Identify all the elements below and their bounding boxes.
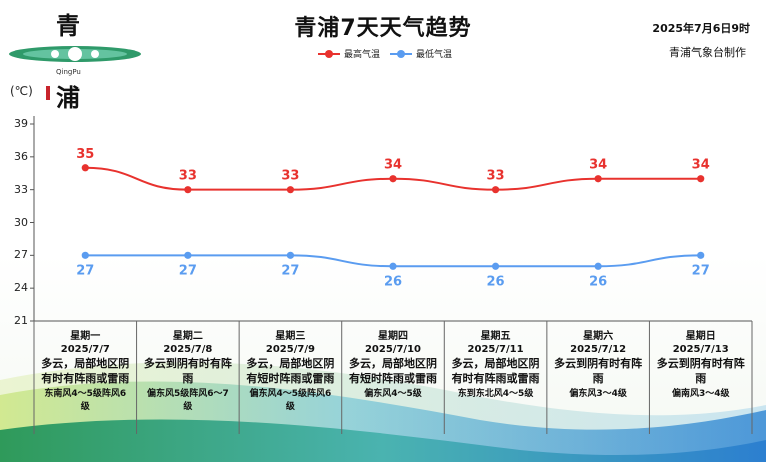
day-column: 星期二 2025/7/8 多云到阴有时有阵雨偏东风5级阵风6～7级 xyxy=(137,322,240,414)
series-point-high xyxy=(594,175,602,183)
day-weekday: 星期日 xyxy=(685,331,716,342)
day-weather: 多云，局部地区阴有时有阵雨或雷雨 xyxy=(41,357,130,385)
day-date: 2025/7/7 xyxy=(60,344,110,355)
day-column: 星期六 2025/7/12 多云到阴有时有阵雨偏东风3～4级 xyxy=(547,322,650,401)
y-tick-label: 30 xyxy=(14,215,28,229)
logo-emblem xyxy=(9,46,141,62)
legend-low: 最低气温 xyxy=(390,47,452,60)
day-column: 星期一 2025/7/7 多云，局部地区阴有时有阵雨或雷雨东南风4～5级阵风6级 xyxy=(34,322,137,414)
day-weekday: 星期二 xyxy=(172,331,203,342)
series-point-low xyxy=(594,262,602,270)
y-tick-label: 21 xyxy=(14,314,28,327)
logo-char-bottom: 浦 xyxy=(56,83,80,112)
day-weekday: 星期四 xyxy=(377,331,408,342)
series-point-low xyxy=(286,251,295,259)
legend-high-swatch xyxy=(318,49,340,58)
y-tick-label: 27 xyxy=(14,248,28,262)
logo-seal xyxy=(46,86,50,100)
day-weather: 多云到阴有时有阵雨 xyxy=(554,357,643,385)
day-column: 星期三 2025/7/9 多云，局部地区阴有短时阵雨或雷雨偏东风4～5级阵风6级 xyxy=(239,322,342,414)
day-wind: 偏东风4～5级 xyxy=(364,389,422,399)
series-point-low xyxy=(491,262,500,270)
day-weather: 多云，局部地区阴有时有阵雨或雷雨 xyxy=(451,357,540,385)
data-label-low: 27 xyxy=(76,263,94,278)
series-point-high xyxy=(81,164,89,172)
day-weekday: 星期五 xyxy=(480,331,511,342)
day-wind: 东南风4～5级阵风6级 xyxy=(44,389,127,412)
series-point-high xyxy=(697,175,705,183)
day-weather: 多云，局部地区阴有短时阵雨或雷雨 xyxy=(246,357,335,385)
day-wind: 偏东风3～4级 xyxy=(569,389,627,399)
day-weekday: 星期六 xyxy=(583,331,614,342)
day-date: 2025/7/11 xyxy=(467,344,524,355)
series-point-low xyxy=(81,251,89,259)
day-weekday: 星期一 xyxy=(70,331,101,342)
y-tick-label: 33 xyxy=(14,182,28,196)
issue-date: 2025年7月6日9时 xyxy=(652,22,750,35)
data-label-low: 27 xyxy=(692,263,710,278)
series-point-low xyxy=(184,251,192,259)
day-wind: 偏东风5级阵风6～7级 xyxy=(146,389,229,412)
data-label-high: 33 xyxy=(281,169,299,184)
series-point-low xyxy=(697,251,705,259)
day-column: 星期五 2025/7/11 多云，局部地区阴有时有阵雨或雷雨东到东北风4～5级 xyxy=(444,322,547,401)
legend-high: 最高气温 xyxy=(318,47,380,60)
day-column: 星期日 2025/7/13 多云到阴有时有阵雨偏南风3～4级 xyxy=(649,322,752,401)
day-weather: 多云到阴有时有阵雨 xyxy=(656,357,745,385)
legend-low-label: 最低气温 xyxy=(416,50,453,60)
data-label-high: 35 xyxy=(76,147,94,162)
logo-char-top: 青 xyxy=(56,11,80,40)
data-label-low: 27 xyxy=(179,263,197,278)
data-label-high: 34 xyxy=(589,158,607,173)
day-wind: 偏东风4～5级阵风6级 xyxy=(249,389,332,412)
logo-pinyin: QingPu xyxy=(56,68,81,76)
series-point-high xyxy=(389,175,397,183)
source-note: 青浦气象台制作 xyxy=(669,46,746,59)
legend-low-swatch xyxy=(390,49,412,58)
day-date: 2025/7/10 xyxy=(364,344,421,355)
data-label-low: 26 xyxy=(589,274,607,289)
series-point-high xyxy=(184,186,192,194)
day-weekday: 星期三 xyxy=(275,331,306,342)
legend-high-label: 最高气温 xyxy=(344,50,381,60)
data-label-high: 33 xyxy=(487,169,505,184)
data-label-low: 26 xyxy=(384,274,402,289)
day-column: 星期四 2025/7/10 多云，局部地区阴有短时阵雨或雷雨偏东风4～5级 xyxy=(342,322,445,401)
data-label-high: 33 xyxy=(179,169,197,184)
series-point-high xyxy=(491,186,500,194)
day-wind: 偏南风3～4级 xyxy=(671,389,730,399)
day-weather: 多云，局部地区阴有短时阵雨或雷雨 xyxy=(348,357,437,385)
data-label-high: 34 xyxy=(692,158,710,173)
day-date: 2025/7/12 xyxy=(570,344,627,355)
y-tick-label: 39 xyxy=(14,117,28,130)
day-date: 2025/7/13 xyxy=(672,344,729,355)
series-point-high xyxy=(286,186,295,194)
series-point-low xyxy=(389,262,397,270)
y-axis-unit: (℃) xyxy=(10,84,33,98)
day-date: 2025/7/8 xyxy=(163,344,213,355)
day-weather: 多云到阴有时有阵雨 xyxy=(143,357,232,385)
day-date: 2025/7/9 xyxy=(265,344,315,355)
data-label-high: 34 xyxy=(384,158,402,173)
y-tick-label: 24 xyxy=(14,281,28,295)
y-tick-label: 36 xyxy=(14,149,28,163)
day-wind: 东到东北风4～5级 xyxy=(457,389,534,399)
data-label-low: 26 xyxy=(487,274,505,289)
page-title: 青浦7天天气趋势 xyxy=(294,16,472,41)
data-label-low: 27 xyxy=(281,263,299,278)
